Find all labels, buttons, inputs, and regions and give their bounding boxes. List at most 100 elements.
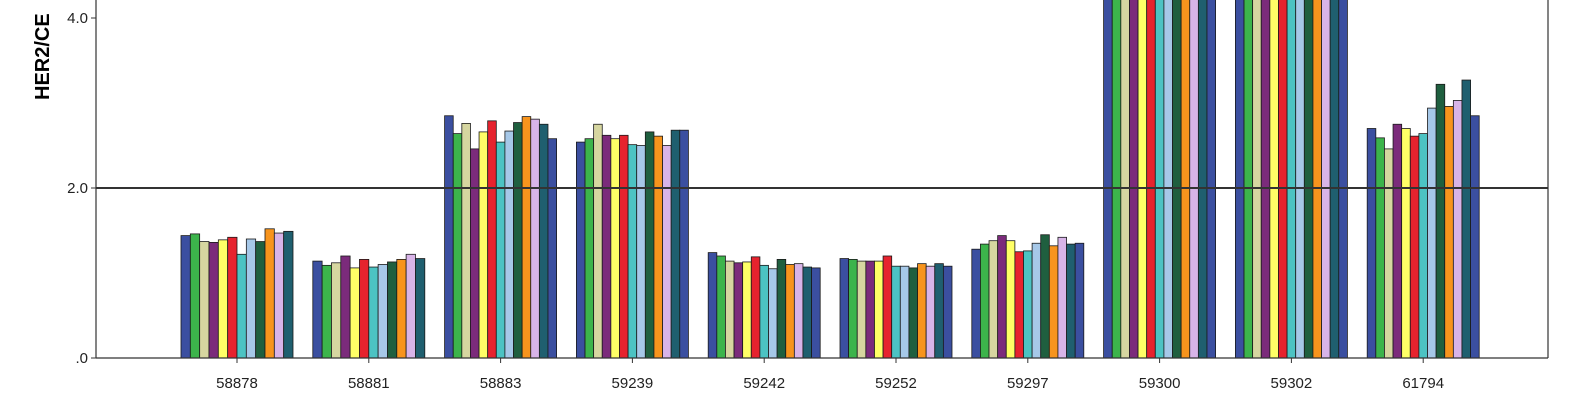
bar [487,120,497,359]
bar [1427,107,1437,359]
bar [1189,0,1199,359]
bar [1137,0,1148,359]
bar [776,258,787,359]
bar [742,261,752,359]
bar [934,263,944,359]
bar [1278,0,1288,359]
bar [610,138,620,359]
bar [377,264,388,359]
bar [1014,251,1024,359]
bar [1154,0,1165,359]
x-tick-label: 59239 [612,375,654,392]
bar [899,265,910,359]
bar [619,134,629,359]
bar [1312,0,1322,359]
bar [1338,0,1348,359]
bar [1235,0,1245,359]
bar [538,123,549,359]
bar [679,129,689,359]
bar [908,267,918,359]
bar [601,134,612,359]
bar [1375,137,1385,359]
x-tick-label: 58881 [348,375,390,392]
bar [1269,0,1279,359]
bar [1180,0,1191,359]
bar [547,138,557,359]
bar [707,252,718,359]
bar [461,123,471,359]
bar [396,258,407,359]
bar-group-58883 [444,115,557,359]
bar [1470,115,1480,359]
bar [1129,0,1139,359]
bar [1409,135,1420,359]
bar [802,266,812,359]
bar [321,264,332,359]
bar-group-59242 [707,252,821,359]
bar [331,262,342,359]
bar [1005,240,1016,359]
bar [988,240,999,359]
bar [1048,245,1059,359]
bar [415,258,426,359]
bar [759,264,769,359]
text-layer: .0 2.0 4.0 58878 58881 58883 59239 59242 59252 59… [32,10,1444,392]
bar [1384,148,1394,359]
bar [312,260,323,359]
bar [891,265,901,359]
bar [856,260,867,359]
bar [1303,0,1314,359]
bar [636,145,646,359]
bar [576,141,586,359]
bar [942,265,953,359]
bar [811,267,821,359]
bar-group-59302 [1235,0,1348,359]
bar [1321,0,1331,359]
x-tick-label: 59302 [1271,375,1313,392]
bar [1329,0,1340,359]
bar [1286,0,1297,359]
bar [1163,0,1173,359]
bar [848,258,858,359]
bar [1243,0,1254,359]
bar [387,261,398,359]
x-tick-label: 59300 [1139,375,1181,392]
bar [1111,0,1122,359]
x-tick-label: 59242 [743,375,785,392]
bar [1074,242,1085,359]
bar [530,118,540,359]
bar [1206,0,1216,359]
bar [725,260,735,359]
bar [264,228,275,359]
bar [839,258,850,359]
bar [1172,0,1182,359]
bar [236,253,247,359]
bar-group-58881 [312,253,426,359]
bar-group-59252 [839,255,953,359]
bar [1103,0,1113,359]
bar-group-61794 [1366,79,1480,359]
bar [874,260,884,359]
bar [217,239,229,359]
bar [733,262,744,359]
bar-group-58878 [180,228,294,359]
bar [245,238,257,359]
bar [444,115,454,359]
bar [1031,242,1042,359]
bar [716,255,726,359]
bar [273,232,285,359]
bar [349,267,360,359]
bars-layer [180,0,1480,359]
bar [504,130,514,359]
x-tick-label: 58883 [480,375,522,392]
bar [925,265,936,359]
bar [1197,0,1208,359]
bar [1252,0,1262,359]
bar [189,233,201,359]
y-tick-label: .0 [75,350,88,367]
bar [793,263,804,359]
bar [1444,106,1454,359]
bar [513,122,523,359]
